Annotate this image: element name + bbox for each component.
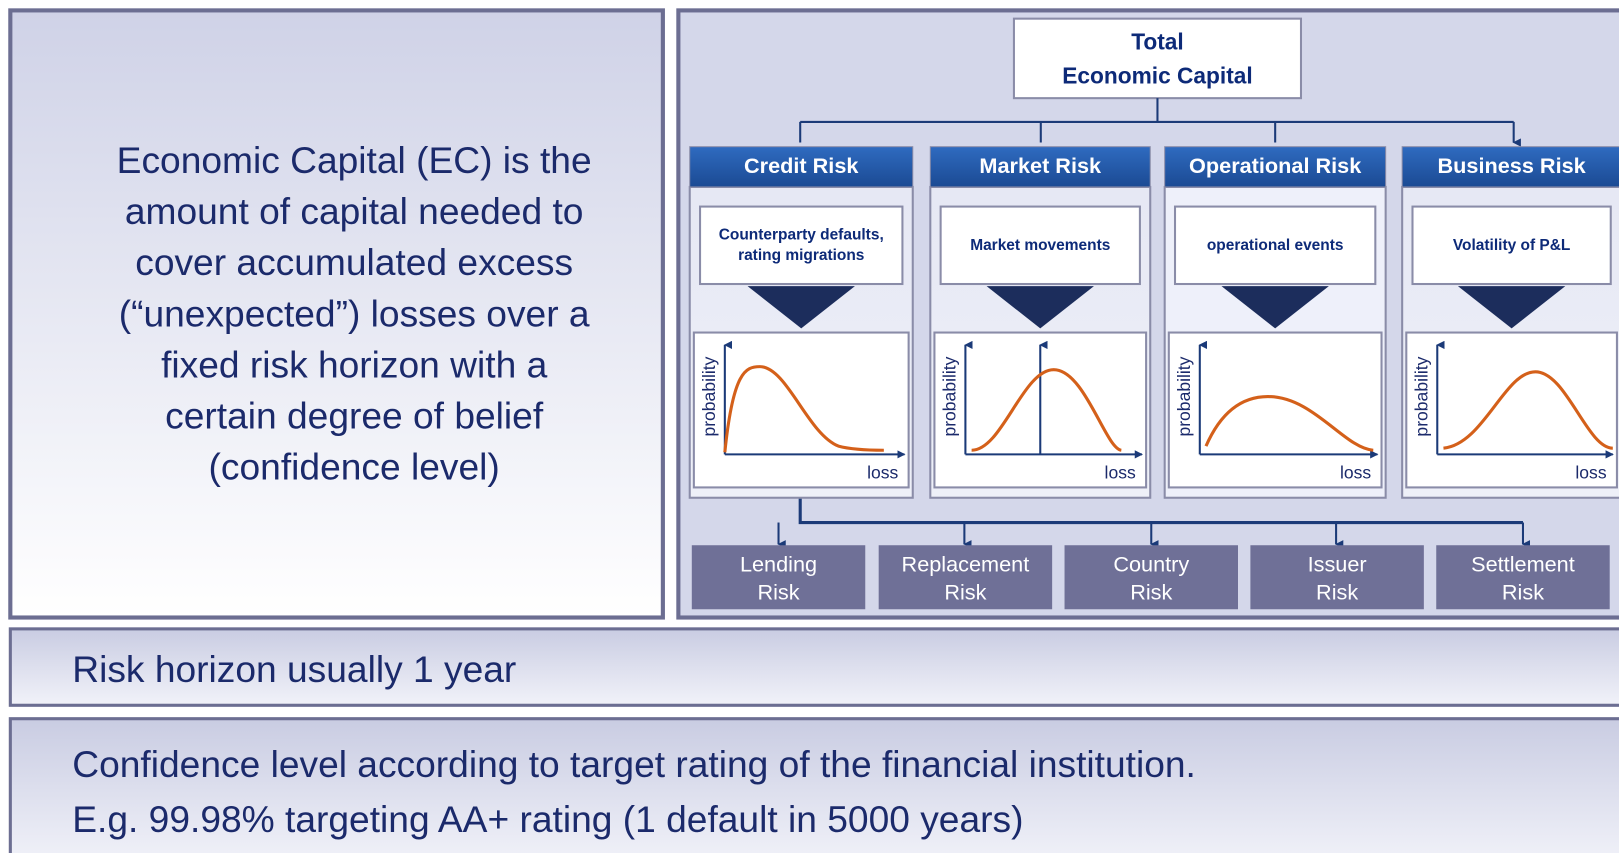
x-axis-label: loss: [867, 463, 898, 483]
driver-text: Counterparty defaults,: [719, 227, 884, 244]
driver-text: rating migrations: [738, 247, 864, 264]
arrow-triangle: [1221, 286, 1329, 329]
subtype-label: Country: [1113, 552, 1189, 577]
note-bar: [8, 627, 1619, 707]
driver-box: [1173, 205, 1377, 286]
connector: [798, 497, 1523, 525]
subtype-label: Risk: [757, 580, 799, 605]
risk-title: Business Risk: [1438, 153, 1587, 178]
risk-title: Operational Risk: [1189, 153, 1362, 178]
x-axis-label: loss: [1575, 463, 1606, 483]
risk-title: Market Risk: [979, 153, 1102, 178]
risk-header: [1164, 146, 1387, 188]
connector: [800, 98, 1514, 123]
driver-box: [1411, 205, 1612, 286]
driver-text: Volatility of P&L: [1453, 237, 1570, 254]
distribution-curve: [1443, 370, 1614, 450]
connector-arrows: [799, 121, 1513, 143]
distribution-curve: [1204, 395, 1374, 452]
driver-text: operational events: [1207, 237, 1344, 254]
definition-text: cover accumulated excess: [135, 241, 573, 283]
distribution-curve: [723, 365, 884, 453]
distribution-curve: [971, 368, 1122, 452]
arrow-triangle: [747, 286, 855, 329]
subtype-box: [1064, 545, 1238, 610]
subtype-label: Replacement: [902, 552, 1030, 577]
risk-header: [1401, 146, 1619, 188]
definition-text: fixed risk horizon with a: [161, 343, 548, 385]
y-axis-label: probability: [1411, 356, 1431, 436]
subtype-label: Risk: [1316, 580, 1358, 605]
subtype-box: [1436, 545, 1610, 610]
root-label: Economic Capital: [1062, 63, 1252, 89]
note-bar: [8, 717, 1619, 853]
x-axis-label: loss: [1105, 463, 1136, 483]
definition-text: certain degree of belief: [165, 395, 544, 437]
note-text: Risk horizon usually 1 year: [72, 648, 516, 690]
subtype-label: Risk: [944, 580, 986, 605]
note-text: E.g. 99.98% targeting AA+ rating (1 defa…: [72, 798, 1023, 840]
subtype-label: Settlement: [1471, 552, 1575, 577]
subtype-box: [1250, 545, 1424, 610]
y-axis-label: probability: [940, 356, 960, 436]
driver-box: [939, 205, 1141, 286]
subtype-box: [691, 545, 866, 610]
subtype-label: Risk: [1130, 580, 1172, 605]
x-axis-label: loss: [1340, 463, 1371, 483]
arrow-triangle: [986, 286, 1094, 329]
definition-text: (“unexpected”) losses over a: [119, 292, 590, 334]
definition-text: Economic Capital (EC) is the: [117, 139, 592, 181]
risk-header: [929, 146, 1151, 188]
y-axis-label: probability: [1174, 356, 1194, 436]
root-label: Total: [1131, 28, 1184, 54]
note-text: Confidence level according to target rat…: [72, 743, 1196, 785]
subtype-label: Risk: [1502, 580, 1544, 605]
chart-box: [1405, 331, 1618, 489]
driver-text: Market movements: [970, 237, 1110, 254]
definition-text: (confidence level): [209, 446, 500, 488]
risk-header: [689, 146, 914, 188]
definition-text: amount of capital needed to: [125, 190, 584, 232]
subtype-box: [878, 545, 1053, 610]
chart-box: [1167, 331, 1383, 489]
definition-panel: [8, 8, 665, 620]
subtype-label: Lending: [740, 552, 817, 577]
subtype-label: Issuer: [1308, 552, 1367, 577]
arrow-triangle: [1457, 286, 1566, 329]
driver-box: [699, 205, 904, 286]
y-axis-label: probability: [699, 356, 719, 436]
risk-title: Credit Risk: [744, 153, 859, 178]
